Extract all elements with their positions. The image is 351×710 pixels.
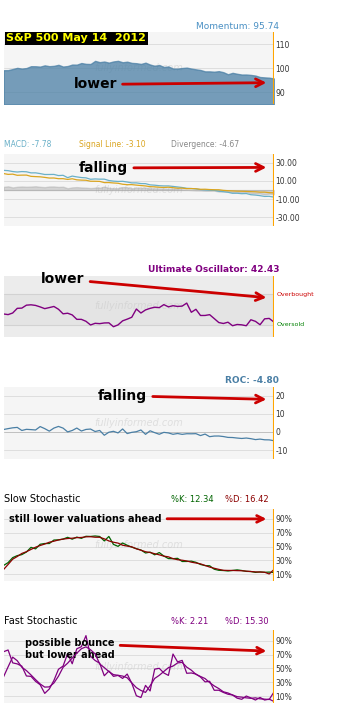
Text: fullyinformed.com: fullyinformed.com (94, 63, 183, 73)
Text: falling: falling (98, 389, 263, 403)
Text: Overbought: Overbought (277, 292, 314, 297)
Text: still lower valuations ahead: still lower valuations ahead (9, 513, 263, 524)
Text: Signal Line: -3.10: Signal Line: -3.10 (79, 141, 148, 150)
Text: MACD: -7.78: MACD: -7.78 (4, 141, 53, 150)
Text: fullyinformed.com: fullyinformed.com (94, 302, 183, 312)
Text: %D: 15.30: %D: 15.30 (225, 617, 269, 626)
Text: but lower ahead: but lower ahead (25, 650, 115, 660)
Text: lower: lower (41, 272, 263, 300)
Text: falling: falling (79, 161, 263, 175)
Bar (4, 294, 274, 325)
Text: Fast Stochastic: Fast Stochastic (4, 616, 77, 626)
Text: %K: 2.21: %K: 2.21 (171, 617, 211, 626)
Text: fullyinformed.com: fullyinformed.com (94, 540, 183, 550)
Text: S&P 500 May 14  2012: S&P 500 May 14 2012 (6, 33, 146, 43)
Text: possible bounce: possible bounce (25, 638, 263, 654)
Text: ROC: -4.80: ROC: -4.80 (225, 376, 279, 386)
Text: fullyinformed.com: fullyinformed.com (94, 418, 183, 428)
Text: lower: lower (73, 77, 263, 92)
Text: fullyinformed.com: fullyinformed.com (94, 185, 183, 195)
Text: Oversold: Oversold (277, 322, 305, 327)
Text: Divergence: -4.67: Divergence: -4.67 (171, 141, 239, 150)
Text: fullyinformed.com: fullyinformed.com (94, 662, 183, 672)
Text: Ultimate Oscillator: 42.43: Ultimate Oscillator: 42.43 (148, 266, 279, 275)
Text: Momentum: 95.74: Momentum: 95.74 (196, 21, 279, 31)
Text: %K: 12.34: %K: 12.34 (171, 496, 216, 504)
Text: %D: 16.42: %D: 16.42 (225, 496, 269, 504)
Text: Slow Stochastic: Slow Stochastic (4, 494, 80, 504)
